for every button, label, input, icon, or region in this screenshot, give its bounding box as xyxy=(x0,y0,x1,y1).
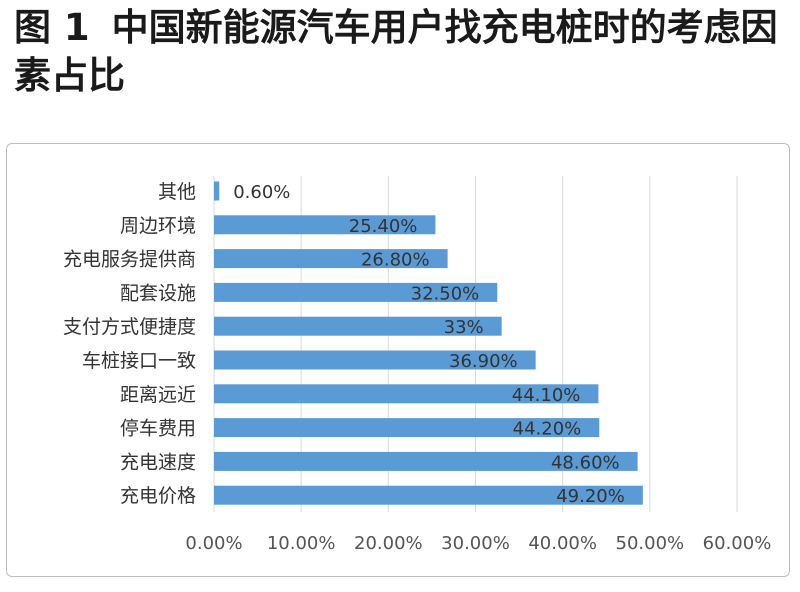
data-label: 49.20% xyxy=(556,486,625,507)
data-label: 32.50% xyxy=(411,283,480,304)
data-label: 0.60% xyxy=(233,182,290,203)
chart-frame xyxy=(6,143,790,577)
category-label: 充电价格 xyxy=(120,485,196,507)
category-label: 支付方式便捷度 xyxy=(63,316,196,338)
category-label: 车桩接口一致 xyxy=(82,350,196,372)
category-label: 充电速度 xyxy=(120,451,196,473)
figure-title-text: 中国新能源汽车用户找充电桩时的考虑因素占比 xyxy=(14,6,778,97)
category-label: 配套设施 xyxy=(120,282,196,304)
bar xyxy=(214,249,448,269)
data-label: 25.40% xyxy=(349,216,418,237)
category-label: 其他 xyxy=(158,181,196,203)
x-tick-label: 0.00% xyxy=(185,533,242,554)
data-label: 48.60% xyxy=(551,452,620,473)
category-label: 周边环境 xyxy=(120,215,196,237)
category-label: 充电服务提供商 xyxy=(63,249,196,271)
bar xyxy=(214,451,638,471)
bar xyxy=(214,418,600,438)
x-tick-label: 50.00% xyxy=(616,533,685,554)
bar xyxy=(214,316,502,336)
figure-title: 图 1 中国新能源汽车用户找充电桩时的考虑因素占比 xyxy=(14,4,786,100)
bar xyxy=(214,350,536,370)
data-label: 36.90% xyxy=(449,351,518,372)
x-tick-label: 10.00% xyxy=(267,533,336,554)
data-label: 44.20% xyxy=(513,419,582,440)
x-tick-label: 20.00% xyxy=(354,533,423,554)
x-tick-label: 30.00% xyxy=(441,533,510,554)
x-tick-label: 60.00% xyxy=(703,533,772,554)
bar xyxy=(214,181,220,201)
bar xyxy=(214,384,599,404)
data-label: 33% xyxy=(444,317,484,338)
bar xyxy=(214,215,436,235)
figure-label: 图 1 xyxy=(14,6,90,49)
bar xyxy=(214,485,643,505)
bar xyxy=(214,282,498,302)
category-label: 距离远近 xyxy=(120,384,196,406)
data-label: 26.80% xyxy=(361,250,430,271)
data-label: 44.10% xyxy=(512,385,581,406)
x-tick-label: 40.00% xyxy=(528,533,597,554)
category-label: 停车费用 xyxy=(120,418,196,440)
